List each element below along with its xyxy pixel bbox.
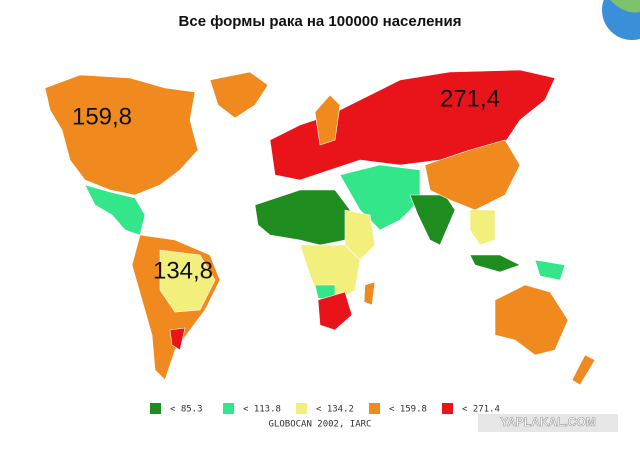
title: Все формы рака на 100000 населения <box>179 13 462 30</box>
uruguay <box>169 327 186 351</box>
globe-land <box>610 0 640 13</box>
legend-label: < 134.2 <box>316 405 354 415</box>
greenland <box>209 71 269 119</box>
madagascar <box>363 281 376 306</box>
new-zealand <box>571 354 596 386</box>
west-africa <box>254 189 351 246</box>
brazil <box>159 249 216 313</box>
china <box>424 139 521 211</box>
east-africa <box>344 209 376 261</box>
europe-russia <box>269 69 556 181</box>
middle-east <box>339 164 421 231</box>
legend-label: < 113.8 <box>243 405 281 415</box>
source: GLOBOCAN 2002, IARC <box>269 420 372 430</box>
watermark-box <box>478 414 618 432</box>
scandinavia <box>314 94 341 146</box>
australia <box>494 284 569 356</box>
legend-swatch <box>223 403 234 414</box>
south-africa <box>317 291 353 331</box>
north-america <box>44 74 199 196</box>
legend-label: < 85.3 <box>170 405 203 415</box>
legend-label: < 159.8 <box>389 405 427 415</box>
legend-label: < 271.4 <box>462 405 500 415</box>
legend-swatch <box>296 403 307 414</box>
watermark: YAPLAKAL.COM <box>500 415 596 429</box>
region-value-label: 134,8 <box>153 257 213 284</box>
region-value-label: 271,4 <box>440 85 500 112</box>
region-value-label: 159,8 <box>72 103 132 130</box>
legend-swatch <box>442 403 453 414</box>
legend-swatch <box>369 403 380 414</box>
legend: < 85.3 < 113.8 < 134.2 < 159.8 < 271.4 <box>150 403 500 415</box>
legend-swatch <box>150 403 161 414</box>
indonesia <box>469 254 521 273</box>
southeast-asia <box>469 209 496 246</box>
new-guinea <box>534 259 566 281</box>
world-map <box>44 69 596 386</box>
